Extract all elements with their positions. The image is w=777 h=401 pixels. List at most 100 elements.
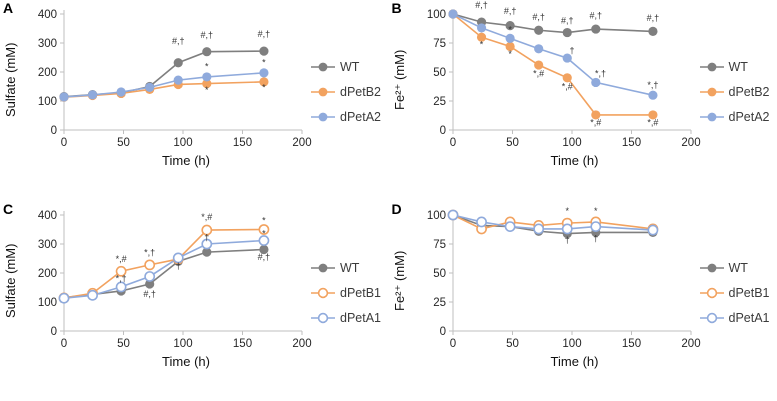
svg-text:150: 150 [233, 338, 252, 350]
svg-text:#,†: #,† [143, 288, 156, 298]
svg-text:25: 25 [433, 297, 446, 309]
legend-marker-icon [699, 62, 724, 72]
panel-letter-c: C [3, 200, 14, 217]
svg-text:*: * [594, 205, 598, 215]
y-axis-label: Sulfate (mM) [3, 42, 18, 118]
svg-text:*,†: *,† [116, 273, 127, 283]
svg-text:*: * [262, 228, 266, 238]
legend-label: dPetA2 [728, 110, 770, 125]
svg-text:*,†: *,† [144, 247, 155, 257]
svg-text:#,†: #,† [589, 11, 602, 21]
svg-text:†: † [204, 232, 209, 242]
panel-c: C Sulfate (mM) 0 50 100 150 200 0 100 200 300 400… [0, 201, 389, 401]
legend-label: WT [340, 260, 360, 275]
legend-item: dPetB1 [310, 286, 381, 300]
svg-text:300: 300 [38, 38, 57, 50]
svg-text:#,†: #,† [258, 29, 271, 39]
svg-text:100: 100 [38, 297, 57, 309]
svg-text:25: 25 [433, 96, 446, 108]
legend-marker-icon [699, 112, 724, 122]
legend-marker-icon [311, 62, 335, 72]
svg-text:*,#: *,# [533, 69, 544, 79]
svg-text:#,†: #,† [258, 252, 271, 262]
legend-item: WT [699, 261, 770, 275]
svg-text:†: † [569, 45, 574, 55]
svg-text:100: 100 [562, 338, 581, 350]
svg-text:50: 50 [506, 338, 519, 350]
svg-text:50: 50 [433, 67, 446, 79]
legend-item: dPetA1 [310, 311, 381, 325]
x-axis-label: Time (h) [162, 153, 210, 168]
legend-item: dPetB2 [310, 85, 381, 99]
svg-text:*: * [479, 40, 483, 50]
legend-marker-icon [311, 87, 335, 97]
svg-text:†: † [593, 233, 598, 243]
legend-marker-icon [311, 312, 335, 323]
svg-text:100: 100 [38, 96, 57, 108]
legend-label: dPetA1 [340, 310, 382, 325]
panel-letter-b: B [391, 0, 402, 16]
svg-text:#,†: #,† [201, 30, 214, 40]
legend-label: dPetB1 [340, 285, 382, 300]
x-axis-label: Time (h) [550, 353, 599, 369]
svg-text:100: 100 [173, 137, 192, 149]
panel-a: A Sulfate (mM) 0 50 100 150 200 0 100 200 300 400… [0, 0, 389, 201]
legend: WT dPetB2 dPetA2 [310, 60, 381, 144]
svg-text:†: † [176, 260, 181, 270]
legend-marker-icon [311, 112, 335, 122]
svg-text:*: * [565, 205, 569, 215]
legend-marker-icon [699, 287, 724, 298]
y-axis-label: Fe²⁺ (mM) [391, 250, 407, 311]
legend-marker-icon [699, 312, 724, 323]
svg-text:*,#: *,# [647, 117, 658, 127]
legend-item: dPetA2 [310, 110, 381, 124]
svg-text:150: 150 [621, 137, 640, 149]
svg-text:0: 0 [439, 125, 445, 137]
legend-item: dPetA2 [699, 110, 770, 124]
svg-text:*: * [205, 62, 209, 72]
legend-marker-icon [311, 263, 335, 273]
y-axis-label: Fe²⁺ (mM) [391, 49, 407, 111]
svg-text:200: 200 [681, 137, 700, 149]
svg-text:100: 100 [562, 137, 581, 149]
legend-item: WT [699, 60, 770, 74]
svg-text:0: 0 [61, 338, 67, 350]
svg-text:0: 0 [61, 137, 67, 149]
svg-text:200: 200 [681, 338, 700, 350]
legend-marker-icon [311, 287, 335, 298]
legend-label: dPetB1 [728, 285, 770, 300]
svg-text:100: 100 [426, 210, 445, 222]
legend: WT dPetB2 dPetA2 [699, 60, 770, 144]
legend-label: WT [340, 60, 360, 75]
x-axis-label: Time (h) [162, 353, 210, 369]
plot-svg: 0 50 100 150 200 0 100 200 300 400 *,# *,† *,† #,† † *,… [38, 210, 312, 350]
legend-label: dPetA1 [728, 310, 770, 325]
legend-label: dPetB2 [340, 85, 382, 100]
svg-text:*,#: *,# [116, 253, 127, 263]
svg-text:0: 0 [51, 125, 57, 137]
svg-text:#,†: #,† [532, 12, 545, 22]
svg-text:0: 0 [51, 326, 57, 338]
x-axis-label: Time (h) [550, 153, 599, 168]
svg-text:*,#: *,# [201, 212, 212, 222]
legend: WT dPetB1 dPetA1 [699, 261, 770, 345]
legend-marker-icon [699, 87, 724, 97]
svg-text:#,†: #,† [475, 0, 488, 10]
svg-text:#,†: #,† [646, 13, 659, 23]
svg-text:*: * [262, 83, 266, 93]
svg-text:0: 0 [439, 326, 445, 338]
panel-d: D Fe²⁺ (mM) 0 50 100 150 200 0 25 50 75 100 * * † † T… [389, 201, 777, 401]
legend-item: WT [310, 60, 381, 74]
svg-text:*: * [508, 49, 512, 59]
legend-marker-icon [699, 263, 724, 273]
svg-text:*: * [205, 85, 209, 95]
plot-svg: 0 50 100 150 200 0 25 50 75 100 #,† #,† #,† #,† #,† #,†… [426, 0, 700, 149]
legend-item: dPetB2 [699, 85, 770, 99]
svg-text:100: 100 [173, 338, 192, 350]
panel-letter-d: D [391, 200, 402, 217]
plot-svg: 0 50 100 150 200 0 25 50 75 100 * * † † [426, 205, 700, 350]
svg-text:200: 200 [292, 338, 311, 350]
svg-text:200: 200 [38, 268, 57, 280]
svg-text:*,†: *,† [595, 69, 606, 79]
